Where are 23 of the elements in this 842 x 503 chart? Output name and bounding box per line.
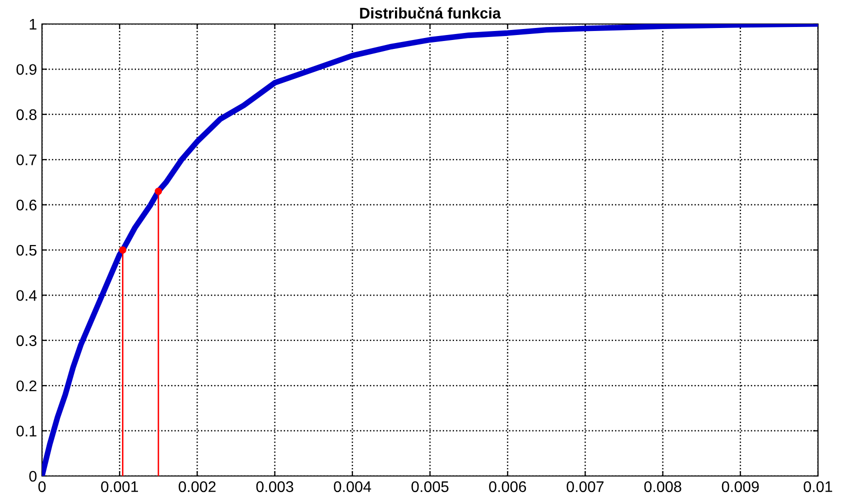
x-tick-label: 0.01 (804, 481, 832, 492)
x-tick-label: 0.008 (644, 481, 682, 492)
x-tick-label: 0.006 (489, 481, 526, 492)
x-tick-label: 0.007 (566, 481, 604, 492)
x-tick-label: 0.009 (722, 481, 759, 492)
y-tick-label: 0 (29, 470, 37, 482)
x-tick-label: 0.002 (178, 481, 216, 492)
x-tick-label: 0.004 (334, 481, 372, 492)
y-tick-label: 0.6 (16, 200, 36, 210)
x-tick-label: 0 (38, 481, 46, 492)
y-tick-label: 0.4 (16, 290, 37, 301)
y-tick-label: 0.9 (16, 64, 36, 75)
y-tick-label: 1 (30, 19, 36, 30)
x-tick-label: 0.001 (101, 481, 138, 492)
chart-title: Distribučná funkcia (360, 7, 501, 19)
y-tick-label: 0.2 (16, 380, 36, 392)
y-tick-label: 0.7 (16, 154, 36, 166)
y-tick-label: 0.5 (16, 244, 36, 256)
y-tick-label: 0.8 (16, 109, 36, 120)
x-tick-label: 0.003 (256, 481, 294, 492)
y-tick-label: 0.1 (16, 426, 36, 436)
x-tick-label: 0.005 (411, 481, 448, 492)
y-tick-label: 0.3 (16, 335, 36, 346)
